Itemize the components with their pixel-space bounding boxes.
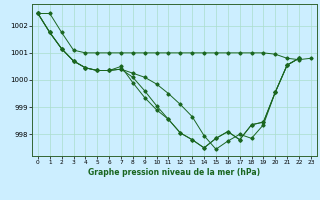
X-axis label: Graphe pression niveau de la mer (hPa): Graphe pression niveau de la mer (hPa) xyxy=(88,168,260,177)
